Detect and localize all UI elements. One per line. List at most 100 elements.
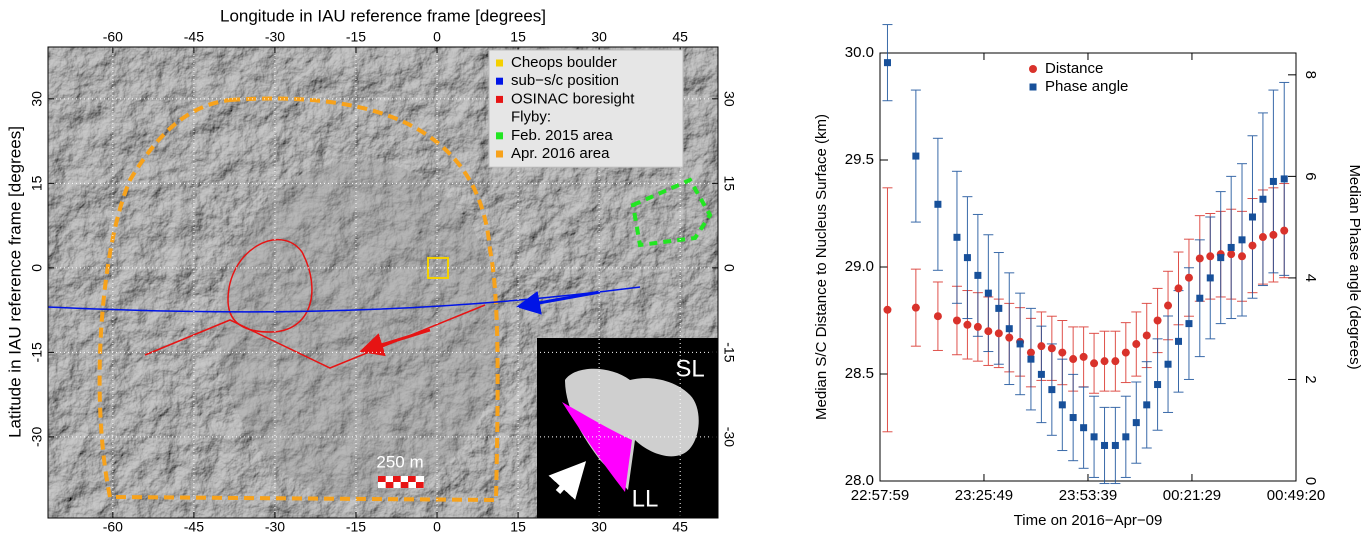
y-axis-label: Latitude in IAU reference frame [degrees… [5,126,24,438]
x-axis-label: Time on 2016−Apr−09 [1014,512,1163,529]
point [1185,320,1193,328]
point [1269,230,1278,239]
point [1100,357,1109,366]
inset [537,338,718,518]
x-tick-label: -15 [346,519,366,533]
point [1079,352,1088,361]
x-tick-label: -30 [265,519,285,533]
x-tick-label: 0 [433,29,441,45]
y2-tick-label: 8 [1302,71,1319,79]
legend-swatch [1029,83,1037,91]
point [1069,414,1077,422]
point [984,327,993,336]
x-tick-label: 45 [672,29,688,45]
point [1005,333,1014,342]
point [974,271,982,279]
y-tick-label: 30 [29,91,45,107]
point [994,329,1003,338]
sub-sc-arrow [516,290,601,315]
map-frame [47,46,719,519]
legend-label: Cheops boulder [511,54,617,71]
legend-label: Distance [1045,60,1103,77]
point [1090,359,1099,368]
point [1132,340,1141,349]
point [1101,441,1109,449]
x-tick-label: 22:57:59 [851,487,909,504]
apr-2016-area [97,96,500,503]
point [1280,175,1288,183]
point [1280,226,1289,235]
point [934,200,942,208]
y2-tick-label: 4 [1302,274,1319,282]
point [1005,325,1013,333]
x-tick-label: 23:53:39 [1059,487,1117,504]
point [1037,370,1045,378]
point [1027,355,1035,363]
point [1206,274,1214,282]
point [1132,419,1140,427]
legend-label: OSINAC boresight [511,90,635,107]
point [933,312,942,321]
scale-label: 250 m [376,452,423,471]
point [1196,294,1204,302]
point [883,59,891,67]
legend-box [488,49,684,168]
legend-swatch [496,150,503,158]
point [1058,401,1066,409]
y-axis-label: Median S/C Distance to Nucleus Surface (… [813,114,830,420]
y-tick-label: -30 [721,427,737,447]
y2-axis-label: Median Phase angle (degrees) [1346,164,1363,369]
point [1080,424,1088,432]
feb-2015-area [630,177,713,248]
legend-swatch [496,95,503,103]
point [963,254,971,262]
y2-tick-label: 0 [1302,477,1319,485]
y-tick-label: 15 [29,175,45,191]
x-tick-label: 0 [433,519,441,533]
boresight-arrow [359,328,431,357]
x-tick-label: 15 [510,29,526,45]
x-tick-label: -45 [184,519,204,533]
legend-swatch [1029,65,1037,73]
x-tick-label: 15 [510,519,526,533]
point [1238,236,1246,244]
point [1111,357,1120,366]
point [1058,348,1067,357]
y-tick-label: 29.0 [845,258,874,275]
x-tick-label: 30 [591,519,607,533]
point [963,320,972,329]
point [1248,213,1256,221]
point [1122,433,1130,441]
legend-label: Flyby: [511,109,551,126]
point [1259,195,1267,203]
y-tick-label: 29.5 [845,151,874,168]
point [1164,360,1172,368]
y2-tick-label: 2 [1302,375,1319,383]
scale-bar [378,476,424,488]
point [1090,433,1098,441]
x-tick-label: -60 [103,519,123,533]
point [1195,254,1204,263]
y-tick-label: 0 [29,264,45,272]
legend-label: Phase angle [1045,78,1128,95]
point [1142,331,1151,340]
y-tick-label: 0 [721,264,737,272]
x-tick-label: -15 [346,29,366,45]
y-tick-label: -15 [721,342,737,362]
point [1248,241,1257,250]
point [953,233,961,241]
y-tick-label: 28.5 [845,365,874,382]
smooth-region [220,160,500,500]
legend-swatch [496,77,503,85]
point [1153,316,1162,325]
point [1121,348,1130,357]
point [984,289,992,297]
point [1174,284,1183,293]
point [1164,301,1173,310]
x-tick-label: -30 [265,29,285,45]
point [1184,273,1193,282]
point [1217,254,1225,262]
y-tick-label: -15 [29,342,45,362]
point [952,316,961,325]
